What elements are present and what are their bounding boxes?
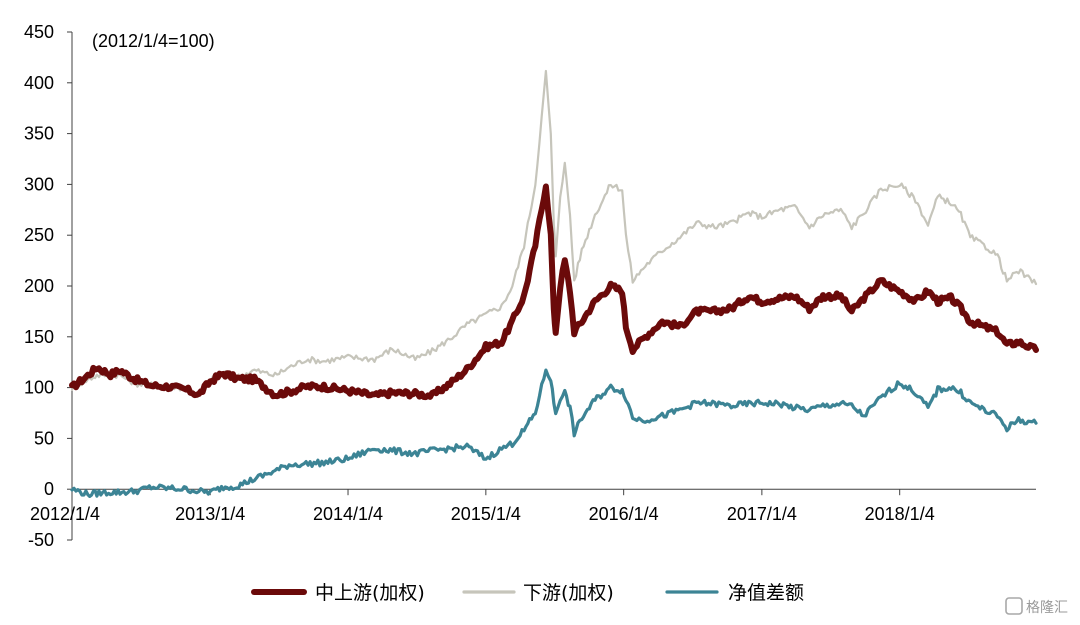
series-layer [69, 69, 1039, 498]
series-line-1 [69, 183, 1039, 401]
watermark: 格隆汇 [1005, 597, 1068, 616]
y-tick-label: 150 [24, 327, 54, 347]
chart-note: (2012/1/4=100) [92, 31, 215, 51]
y-tick-label: 400 [24, 73, 54, 93]
legend-label: 下游(加权) [523, 582, 614, 604]
y-tick-label: 450 [24, 22, 54, 42]
legend-label: 净值差额 [728, 582, 804, 604]
watermark-logo-icon [1005, 597, 1023, 615]
y-axis-tick-labels: 450 400 350 300 250 200 150 100 50 0 -50 [24, 22, 54, 550]
y-tick-label: 100 [24, 378, 54, 398]
y-tick-label: 250 [24, 225, 54, 245]
x-tick-label: 2018/1/4 [865, 504, 935, 524]
y-tick-label: 200 [24, 276, 54, 296]
series-line-3 [70, 368, 1038, 498]
x-tick-label: 2012/1/4 [30, 504, 100, 524]
x-tick-label: 2013/1/4 [175, 504, 245, 524]
watermark-text: 格隆汇 [1026, 600, 1068, 616]
y-tick-label: 50 [34, 428, 54, 448]
x-axis-tick-labels: 2012/1/4 2013/1/4 2014/1/4 2015/1/4 2016/1/4… [30, 504, 935, 524]
y-tick-label: -50 [28, 530, 54, 550]
legend-label: 中上游(加权) [315, 582, 425, 604]
series-line-2 [70, 69, 1038, 397]
legend: 中上游(加权) 下游(加权) 净值差额 [251, 582, 804, 604]
y-tick-label: 350 [24, 124, 54, 144]
x-tick-label: 2014/1/4 [313, 504, 383, 524]
x-tick-label: 2015/1/4 [451, 504, 521, 524]
x-tick-label: 2017/1/4 [727, 504, 797, 524]
x-tick-label: 2016/1/4 [589, 504, 659, 524]
y-tick-label: 300 [24, 174, 54, 194]
y-tick-label: 0 [44, 479, 54, 499]
